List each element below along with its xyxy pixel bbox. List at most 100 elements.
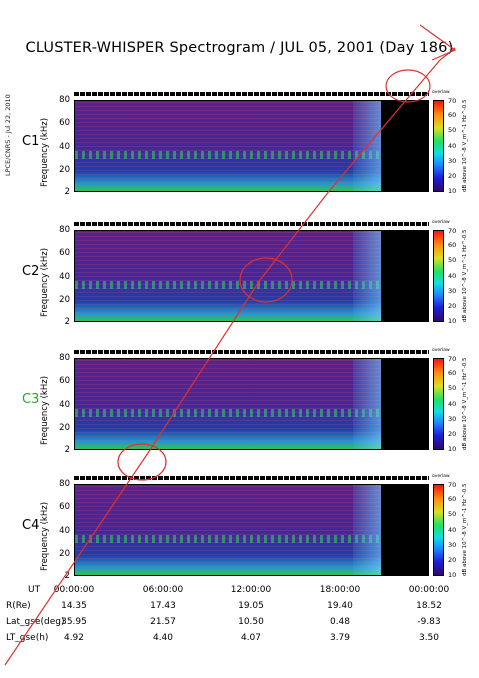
y-tick-label: 40 bbox=[59, 399, 70, 410]
colorbar-tick-label: 10 bbox=[448, 445, 457, 453]
spectrogram-image bbox=[74, 484, 429, 576]
x-axis-value: 4.40 bbox=[152, 633, 174, 643]
x-axis-row-label: R(Re) bbox=[6, 601, 31, 611]
y-tick-label: 60 bbox=[59, 248, 70, 259]
x-axis-row-label: LT_gse(h) bbox=[6, 633, 49, 643]
emission-burst bbox=[353, 485, 381, 575]
colorbar-tick-label: 30 bbox=[448, 156, 457, 165]
y-tick-label: 80 bbox=[59, 94, 70, 105]
panel-label: C2 bbox=[22, 264, 40, 279]
chart-title: CLUSTER-WHISPER Spectrogram / JUL 05, 20… bbox=[25, 40, 454, 56]
x-axis-value: 4.92 bbox=[63, 633, 85, 643]
panel-label: C3 bbox=[22, 392, 40, 407]
colorbar-title: overlaw bbox=[432, 348, 450, 353]
data-gap bbox=[381, 231, 428, 321]
y-tick-label: 20 bbox=[59, 295, 70, 306]
y-tick-label: 80 bbox=[59, 224, 70, 235]
y-tick-label: 20 bbox=[59, 423, 70, 434]
colorbar-tick-label: 20 bbox=[448, 430, 457, 439]
colorbar-tick-label: 20 bbox=[448, 556, 457, 565]
data-gap bbox=[381, 101, 428, 191]
y-tick-label: 60 bbox=[59, 376, 70, 387]
spectrogram-image bbox=[74, 100, 429, 192]
colorbar-title: overlaw bbox=[432, 90, 450, 95]
colorbar bbox=[433, 358, 444, 450]
x-axis-value: 00:00:00 bbox=[53, 585, 95, 595]
x-axis-table: UT 00:00:00 06:00:00 12:00:00 18:00:00 00:00:… bbox=[0, 585, 479, 655]
x-axis-row-label: UT bbox=[28, 585, 41, 595]
spectrogram-image bbox=[74, 358, 429, 450]
x-axis-value: 12:00:00 bbox=[230, 585, 272, 595]
x-axis-row: R(Re) 14.35 17.43 19.05 19.40 18.52 bbox=[0, 601, 479, 613]
colorbar-tick-label: 50 bbox=[448, 510, 457, 519]
y-tick-label: 40 bbox=[59, 141, 70, 152]
panel-label: C1 bbox=[22, 134, 40, 149]
mode-bar bbox=[74, 92, 429, 96]
x-axis-value: 3.79 bbox=[329, 633, 351, 643]
colorbar-tick-label: 40 bbox=[448, 525, 457, 534]
emission-burst bbox=[353, 101, 381, 191]
y-tick-label: 2 bbox=[64, 444, 70, 455]
mode-bar bbox=[74, 222, 429, 226]
y-tick-label: 80 bbox=[59, 352, 70, 363]
y-tick-label: 60 bbox=[59, 118, 70, 129]
colorbar-tick-label: 60 bbox=[448, 240, 457, 249]
y-axis-label: Frequency (kHz) bbox=[40, 117, 50, 187]
emission-burst bbox=[353, 359, 381, 449]
x-axis-value: 0.48 bbox=[329, 617, 351, 627]
colorbar-tick-label: 30 bbox=[448, 286, 457, 295]
y-axis-label: Frequency (kHz) bbox=[40, 247, 50, 317]
y-tick-label: 20 bbox=[59, 549, 70, 560]
x-axis-value: 19.40 bbox=[327, 601, 353, 611]
x-axis-row: Lat_gse(deg) 35.95 21.57 10.50 0.48 -9.83 bbox=[0, 617, 479, 629]
x-axis-row: LT_gse(h) 4.92 4.40 4.07 3.79 3.50 bbox=[0, 633, 479, 645]
x-axis-value: 3.50 bbox=[418, 633, 440, 643]
colorbar-tick-label: 20 bbox=[448, 302, 457, 311]
panel-c1: C1 Frequency (kHz) 80 60 40 20 2 overlaw 70 60 50 4… bbox=[0, 90, 479, 218]
data-gap bbox=[381, 359, 428, 449]
colorbar-tick-label: 70 bbox=[448, 355, 457, 363]
x-axis-value: 18.52 bbox=[416, 601, 442, 611]
spectrogram-data bbox=[75, 101, 381, 191]
colorbar-tick-label: 60 bbox=[448, 368, 457, 377]
panel-c4: C4 Frequency (kHz) 80 60 40 20 2 overlaw 70 60 50 4… bbox=[0, 474, 479, 602]
y-tick-label: 20 bbox=[59, 165, 70, 176]
mode-bar bbox=[74, 350, 429, 354]
y-tick-label: 2 bbox=[64, 316, 70, 327]
y-axis-label: Frequency (kHz) bbox=[40, 375, 50, 445]
data-gap bbox=[381, 485, 428, 575]
colorbar-tick-label: 70 bbox=[448, 97, 457, 105]
colorbar bbox=[433, 230, 444, 322]
x-axis-value: 18:00:00 bbox=[319, 585, 361, 595]
colorbar-label: dB above 10^-8 V_m^-1 Hz^-0.5 bbox=[462, 483, 468, 576]
x-axis-value: 06:00:00 bbox=[142, 585, 184, 595]
colorbar-tick-label: 30 bbox=[448, 414, 457, 423]
panel-label: C4 bbox=[22, 518, 40, 533]
colorbar bbox=[433, 484, 444, 576]
spectrogram-data bbox=[75, 359, 381, 449]
spectrogram-data bbox=[75, 231, 381, 321]
y-tick-label: 80 bbox=[59, 478, 70, 489]
colorbar bbox=[433, 100, 444, 192]
x-axis-value: 4.07 bbox=[240, 633, 262, 643]
spectrogram-data bbox=[75, 485, 381, 575]
colorbar-tick-label: 70 bbox=[448, 227, 457, 235]
y-tick-label: 40 bbox=[59, 271, 70, 282]
x-axis-value: -9.83 bbox=[417, 617, 441, 627]
panel-c2: C2 Frequency (kHz) 80 60 40 20 2 overlaw 70 60 50 4… bbox=[0, 220, 479, 348]
mode-bar bbox=[74, 476, 429, 480]
colorbar-tick-label: 40 bbox=[448, 399, 457, 408]
colorbar-tick-label: 70 bbox=[448, 481, 457, 489]
x-axis-value: 00:00:00 bbox=[408, 585, 450, 595]
colorbar-label: dB above 10^-8 V_m^-1 Hz^-0.5 bbox=[462, 229, 468, 322]
y-tick-label: 60 bbox=[59, 502, 70, 513]
colorbar-tick-label: 60 bbox=[448, 110, 457, 119]
colorbar-tick-label: 10 bbox=[448, 187, 457, 195]
x-axis-value: 17.43 bbox=[150, 601, 176, 611]
colorbar-label: dB above 10^-8 V_m^-1 Hz^-0.5 bbox=[462, 357, 468, 450]
colorbar-tick-label: 20 bbox=[448, 172, 457, 181]
colorbar-tick-label: 60 bbox=[448, 494, 457, 503]
x-axis-value: 35.95 bbox=[61, 617, 87, 627]
colorbar-tick-label: 10 bbox=[448, 571, 457, 579]
emission-burst bbox=[353, 231, 381, 321]
